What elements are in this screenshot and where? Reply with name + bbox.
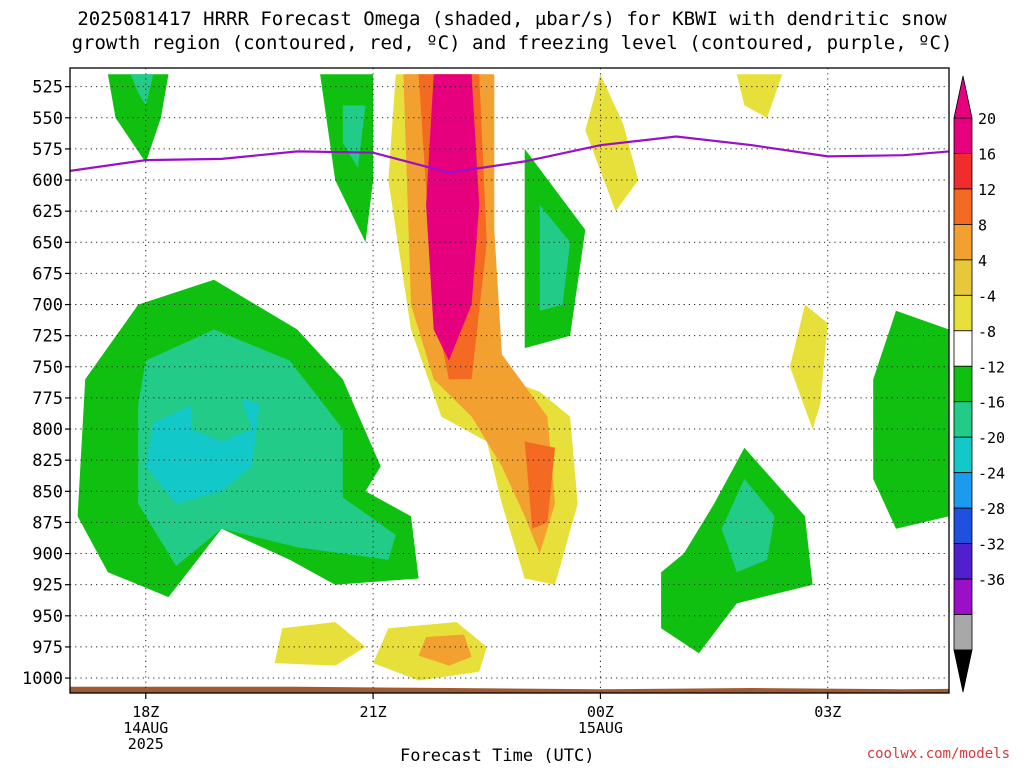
colorbar-label: -28 (978, 500, 1005, 518)
omega-region-10 (418, 634, 472, 666)
x-tick-label: 03Z (814, 703, 841, 721)
x-tick-label: 00Z (587, 703, 614, 721)
title-line-2: growth region (contoured, red, ºC) and f… (71, 32, 953, 54)
title-line-1: 2025081417 HRRR Forecast Omega (shaded, … (77, 8, 947, 30)
omega-region-6 (736, 74, 783, 118)
colorbar-label: 16 (978, 145, 996, 163)
colorbar-bin (953, 401, 973, 438)
y-tick-label: 575 (32, 140, 63, 160)
x-tick-label: 15AUG (578, 719, 623, 737)
y-tick-label: 550 (32, 109, 63, 129)
y-axis: 525 550 575 600 625 650 675 700 725 750 775 800 825 8… (22, 78, 70, 689)
colorbar-top-arrow (953, 75, 973, 119)
freezing-level-line (70, 135, 949, 174)
freezing-level-layer: 0 (70, 135, 949, 174)
y-tick-label: 775 (32, 389, 63, 409)
colorbar-bin (953, 543, 973, 580)
colorbar-label: -20 (978, 429, 1005, 447)
omega-region-11 (107, 74, 169, 163)
colorbar-bin (953, 614, 973, 651)
omega-region-12 (320, 74, 374, 243)
colorbar-bin (953, 117, 973, 154)
colorbar-label: -32 (978, 536, 1005, 554)
colorbar-bin (953, 436, 973, 474)
y-tick-label: 700 (32, 296, 63, 316)
colorbar-bin (953, 365, 973, 403)
y-tick-label: 900 (32, 545, 63, 565)
y-tick-label: 800 (32, 420, 63, 440)
colorbar-label: 4 (978, 252, 987, 270)
colorbar-bin (953, 188, 973, 225)
y-tick-label: 1000 (22, 669, 63, 689)
omega-field-layer (70, 74, 949, 693)
omega-region-19 (130, 74, 154, 106)
colorbar-label: -36 (978, 571, 1005, 589)
x-tick-label: 14AUG (123, 719, 168, 737)
colorbar-bin (953, 578, 973, 615)
y-tick-label: 750 (32, 358, 63, 378)
plot-frame (69, 67, 950, 694)
y-tick-label: 875 (32, 513, 63, 533)
y-tick-label: 725 (32, 327, 63, 347)
colorbar-label: 8 (978, 216, 987, 234)
colorbar-bin (953, 330, 973, 367)
colorbar-bin (953, 507, 973, 544)
colorbar-bin (953, 259, 973, 296)
x-tick-label: 21Z (360, 703, 387, 721)
colorbar-label: 12 (978, 181, 996, 199)
colorbar-bin (953, 223, 973, 261)
omega-region-3 (426, 74, 480, 361)
y-tick-label: 600 (32, 171, 63, 191)
colorbar-bottom-arrow (953, 649, 973, 693)
omega-region-23 (873, 310, 949, 529)
colorbar-label: 20 (978, 110, 996, 128)
y-tick-label: 975 (32, 638, 63, 658)
omega-region-20 (539, 205, 571, 311)
x-axis: 18Z14AUG202521Z00Z15AUG03Z06Z09Z (123, 693, 841, 753)
omega-region-17 (191, 385, 252, 442)
y-tick-label: 650 (32, 233, 63, 253)
colorbar-bin (953, 294, 973, 332)
y-tick-label: 525 (32, 78, 63, 98)
y-tick-label: 625 (32, 202, 63, 222)
colorbar-label: -8 (978, 323, 996, 341)
colorbar-bin (953, 153, 973, 190)
y-tick-label: 675 (32, 264, 63, 284)
colorbar-label: -16 (978, 394, 1005, 412)
colorbar-label: -4 (978, 287, 996, 305)
omega-region-5 (585, 74, 639, 212)
y-tick-label: 925 (32, 576, 63, 596)
omega-region-8 (274, 622, 366, 666)
omega-region-4 (524, 441, 555, 529)
colorbar: 20 16 12 8 4 -4 -8 -12 -16 -20 -24 -28 -32 -36 (953, 75, 1005, 693)
ground-surface (70, 686, 949, 693)
colorbar-bin (953, 472, 973, 509)
credit-link[interactable]: coolwx.com/models (866, 746, 1010, 762)
grid-layer (70, 68, 949, 693)
y-tick-label: 950 (32, 607, 63, 627)
x-tick-label: 18Z (132, 703, 159, 721)
y-tick-label: 825 (32, 451, 63, 471)
x-axis-label: Forecast Time (UTC) (400, 746, 595, 766)
omega-region-22 (721, 478, 775, 573)
colorbar-label: -24 (978, 465, 1005, 483)
y-tick-label: 850 (32, 482, 63, 502)
colorbar-label: -12 (978, 358, 1005, 376)
x-tick-label: 2025 (128, 735, 164, 753)
